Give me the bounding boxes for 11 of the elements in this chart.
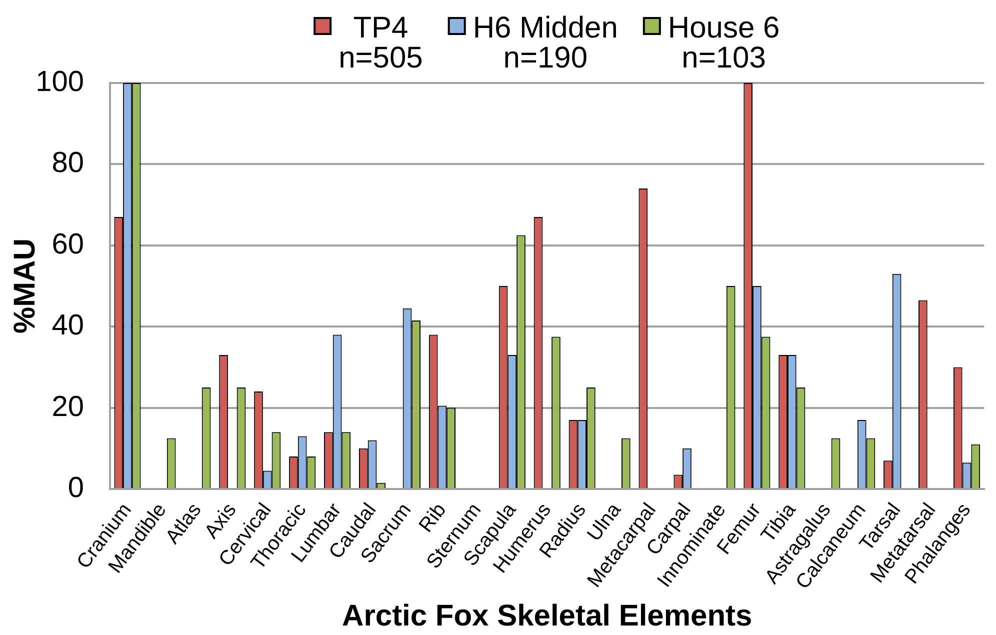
legend-label: TP4 n=505: [338, 11, 423, 74]
y-tick-label: 60: [52, 228, 84, 260]
y-tick-label: 100: [36, 66, 84, 98]
y-tick-label: 0: [68, 472, 84, 504]
legend-label: H6 Midden n=190: [472, 11, 618, 74]
y-tick-label: 80: [52, 147, 84, 180]
y-tick-label: 20: [52, 390, 84, 423]
x-axis-title: Arctic Fox Skeletal Elements: [342, 599, 752, 632]
legend-label: House 6 n=103: [668, 11, 780, 74]
y-axis-title: %MAU: [8, 238, 42, 334]
y-tick-label: 40: [52, 310, 84, 342]
